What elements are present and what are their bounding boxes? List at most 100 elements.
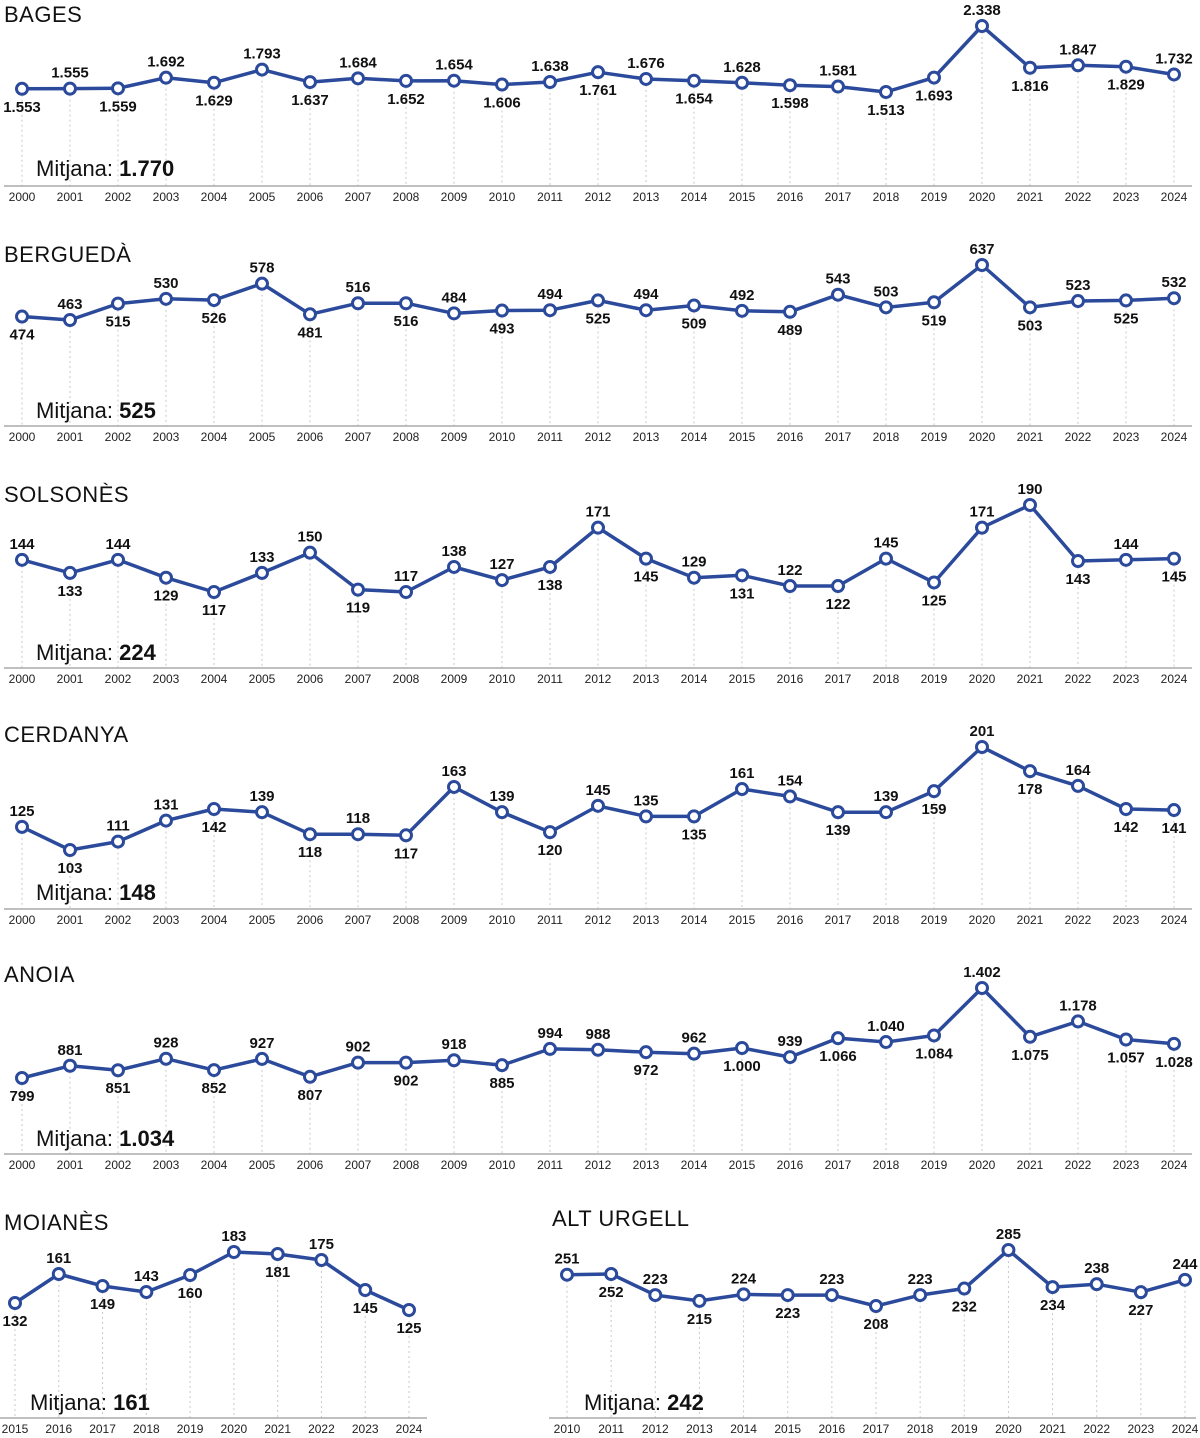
- x-tick-label: 2011: [537, 430, 563, 444]
- x-tick-label: 2020: [969, 913, 996, 927]
- data-point: [975, 19, 989, 33]
- data-point: [159, 291, 173, 306]
- data-point: [159, 70, 173, 85]
- x-tick-label: 2011: [537, 672, 563, 686]
- x-tick-label: 2001: [57, 430, 84, 444]
- x-tick-label: 2005: [249, 190, 276, 204]
- x-tick-label: 2018: [133, 1422, 160, 1436]
- x-tick-label: 2018: [873, 1158, 900, 1172]
- x-tick-label: 2024: [1161, 430, 1188, 444]
- x-tick-label: 2014: [681, 430, 708, 444]
- x-tick-label: 2024: [1161, 190, 1188, 204]
- data-point: [399, 585, 413, 599]
- x-tick-label: 2020: [995, 1422, 1022, 1436]
- data-point: [975, 981, 989, 995]
- x-tick-label: 2018: [873, 672, 900, 686]
- data-label: 523: [1065, 277, 1090, 294]
- data-point: [63, 843, 77, 857]
- data-label: 122: [777, 562, 802, 579]
- x-tick-label: 2015: [729, 190, 756, 204]
- data-point: [447, 559, 461, 574]
- data-label: 129: [153, 588, 178, 605]
- data-label: 530: [153, 275, 178, 292]
- x-tick-label: 2000: [9, 672, 36, 686]
- data-point: [879, 805, 893, 820]
- data-point: [543, 75, 557, 89]
- data-point: [927, 70, 941, 85]
- data-label: 1.040: [867, 1018, 905, 1035]
- data-point: [255, 1051, 269, 1066]
- data-label: 118: [346, 810, 370, 827]
- mean-label: Mitjana:: [36, 640, 119, 665]
- data-point: [1023, 300, 1037, 315]
- x-tick-label: 2017: [89, 1422, 116, 1436]
- data-point: [543, 303, 557, 318]
- x-tick-label: 2018: [873, 430, 900, 444]
- data-label: 138: [537, 577, 562, 594]
- data-label: 1.000: [723, 1058, 761, 1075]
- data-label: 129: [681, 554, 706, 571]
- data-label: 223: [819, 1271, 844, 1288]
- chart-moianes: MOIANÈS 2015 2016 2017 2018 2019 2020 2021 2022 2…: [0, 1210, 427, 1436]
- data-point: [1089, 1277, 1104, 1292]
- data-point: [207, 585, 221, 599]
- x-tick-label: 2014: [681, 1158, 708, 1172]
- data-label: 885: [489, 1075, 514, 1092]
- x-tick-label: 2024: [1161, 913, 1188, 927]
- x-tick-label: 2003: [153, 1158, 180, 1172]
- data-label: 139: [249, 788, 274, 805]
- x-tick-label: 2015: [729, 1158, 756, 1172]
- x-tick-label: 2006: [297, 672, 324, 686]
- data-label: 285: [996, 1226, 1021, 1243]
- x-tick-label: 2001: [57, 672, 84, 686]
- x-tick-label: 2000: [9, 913, 36, 927]
- data-point: [1119, 59, 1133, 74]
- data-point: [1001, 1243, 1016, 1257]
- x-tick-label: 2016: [777, 672, 804, 686]
- data-point: [783, 579, 797, 594]
- x-tick-label: 2009: [441, 430, 468, 444]
- data-point: [879, 551, 893, 566]
- chart-title: BERGUEDÀ: [4, 242, 131, 267]
- chart-solsones: SOLSONÈS 2000 2001 2002 2003 2004 2005 2006 2007…: [4, 481, 1192, 686]
- x-tick-label: 2003: [153, 190, 180, 204]
- series-line: [14, 1250, 410, 1312]
- x-tick-label: 2011: [598, 1422, 624, 1436]
- data-point: [1167, 1036, 1181, 1051]
- data-point: [927, 784, 941, 799]
- data-label: 1.654: [435, 57, 473, 74]
- data-label: 227: [1128, 1302, 1153, 1319]
- x-tick-label: 2012: [585, 1158, 612, 1172]
- x-tick-label: 2001: [57, 913, 84, 927]
- data-point: [1119, 802, 1133, 817]
- data-label: 1.829: [1107, 77, 1145, 94]
- data-point: [591, 293, 605, 308]
- x-tick-label: 2017: [825, 430, 852, 444]
- x-tick-label: 2004: [201, 913, 228, 927]
- x-tick-label: 2022: [1065, 1158, 1092, 1172]
- data-point: [255, 805, 269, 820]
- data-point: [399, 73, 413, 88]
- data-point: [692, 1293, 707, 1308]
- data-point: [314, 1253, 329, 1267]
- data-label: 144: [105, 536, 131, 553]
- x-tick-label: 2018: [873, 190, 900, 204]
- data-label: 183: [221, 1228, 246, 1245]
- x-tick-label: 2013: [633, 913, 660, 927]
- x-tick-label: 2017: [825, 913, 852, 927]
- mean-annotation: Mitjana: 525: [36, 398, 156, 423]
- data-label: 1.028: [1155, 1054, 1193, 1071]
- x-tick-label: 2019: [921, 913, 948, 927]
- chart-title: ALT URGELL: [552, 1206, 689, 1231]
- x-tick-label: 2023: [1113, 1158, 1140, 1172]
- x-tick-label: 2005: [249, 672, 276, 686]
- mean-label: Mitjana:: [36, 1126, 119, 1151]
- data-label: 163: [441, 763, 466, 780]
- chart-alt-urgell: ALT URGELL 2010 2011 2012 2013 2014 2015 2016 20…: [549, 1206, 1199, 1436]
- x-tick-label: 2020: [969, 1158, 996, 1172]
- x-tick-label: 2002: [105, 190, 132, 204]
- data-label: 494: [537, 286, 563, 303]
- data-point: [1119, 1032, 1133, 1047]
- data-point: [207, 293, 221, 308]
